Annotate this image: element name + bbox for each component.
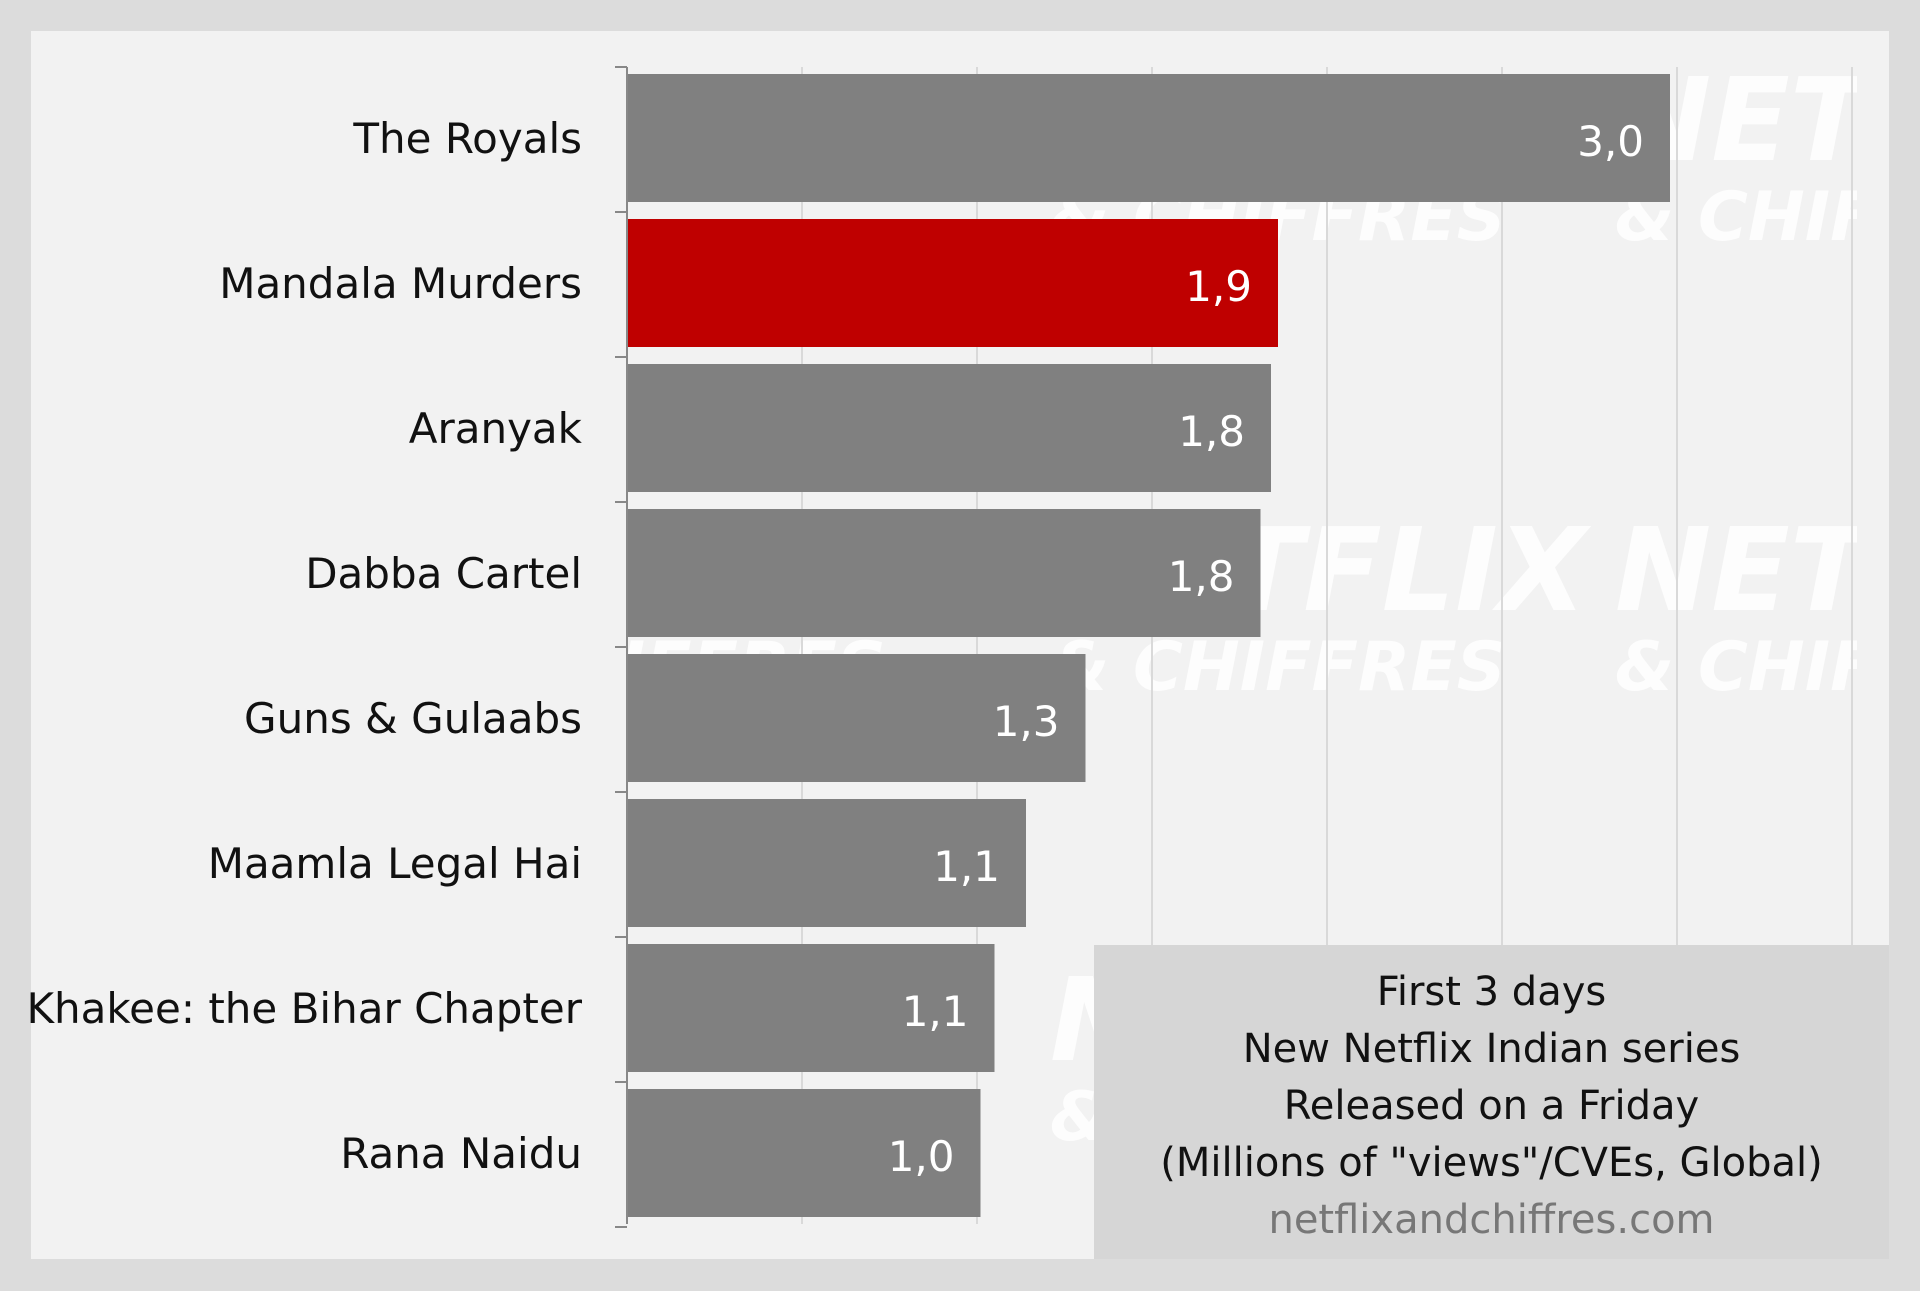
category-labels: The Royals Mandala Murders Aranyak Dabba Ca…	[26, 114, 582, 1178]
value-label: 1,9	[1185, 262, 1252, 311]
y-axis	[615, 66, 628, 1228]
bar	[627, 1089, 981, 1217]
category-label: Mandala Murders	[219, 259, 582, 308]
value-label: 1,8	[1178, 407, 1245, 456]
caption-line-1: First 3 days	[1376, 969, 1607, 1015]
category-label: Dabba Cartel	[305, 549, 582, 598]
value-label: 3,0	[1577, 117, 1644, 166]
caption-line-4: (Millions of "views"/CVEs, Global)	[1160, 1140, 1823, 1186]
category-label: Aranyak	[409, 404, 583, 453]
bar	[627, 509, 1261, 637]
bar	[627, 799, 1026, 927]
category-label: The Royals	[352, 114, 582, 163]
bar	[627, 219, 1278, 347]
watermark-tagline: & CHIFFRES	[1050, 628, 1506, 707]
caption-line-2: New Netflix Indian series	[1242, 1026, 1741, 1072]
value-label: 1,8	[1168, 552, 1235, 601]
value-label: 1,1	[902, 987, 969, 1036]
bar	[627, 364, 1271, 492]
bar	[627, 74, 1670, 202]
category-label: Khakee: the Bihar Chapter	[26, 984, 582, 1033]
watermark-brand: NETFLIX	[1615, 504, 1920, 638]
watermark-tagline: & CHIFFRES	[1615, 628, 1920, 707]
caption-box: First 3 days New Netflix Indian series R…	[1094, 945, 1889, 1259]
value-label: 1,0	[888, 1132, 955, 1181]
source-label: netflixandchiffres.com	[1268, 1197, 1715, 1243]
value-labels: 3,0 1,9 1,8 1,8 1,3 1,1 1,1 1,0	[888, 117, 1644, 1181]
category-label: Guns & Gulaabs	[244, 694, 582, 743]
category-label: Maamla Legal Hai	[208, 839, 582, 888]
bar	[627, 654, 1086, 782]
bars-group	[627, 74, 1670, 1217]
bar	[627, 944, 995, 1072]
value-label: 1,3	[993, 697, 1060, 746]
category-label: Rana Naidu	[340, 1129, 582, 1178]
caption-line-3: Released on a Friday	[1283, 1083, 1700, 1129]
value-label: 1,1	[933, 842, 1000, 891]
